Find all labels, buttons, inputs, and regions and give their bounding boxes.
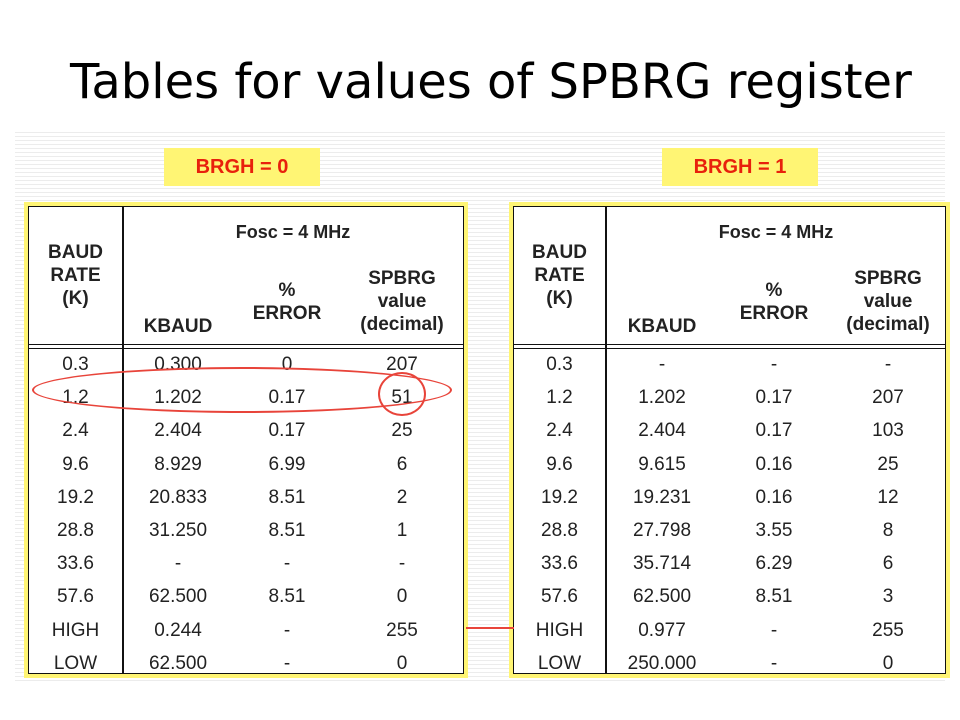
brgh-0-label: BRGH = 0: [164, 148, 320, 186]
connector-line: [466, 627, 514, 629]
brgh-1-label: BRGH = 1: [662, 148, 818, 186]
kbaud-cell: 8.929: [154, 453, 202, 475]
spbrg-cell: 3: [882, 586, 894, 608]
baud-cell: LOW: [537, 652, 582, 674]
baud-cell: 28.8: [57, 520, 94, 541]
slide-title: Tables for values of SPBRG register: [70, 54, 912, 110]
baud-cell: 33.6: [541, 553, 578, 575]
baud-cell: LOW: [53, 652, 98, 674]
error-cell: 0.17: [268, 420, 306, 442]
spbrg-cell: 103: [872, 420, 904, 442]
error-cell: -: [283, 553, 291, 575]
brgh-0-table-frame: BAUD RATE (K) Fosc = 4 MHz KBAUD % ERROR…: [24, 202, 468, 678]
baud-cell: 0.3: [62, 354, 89, 375]
error-cell: -: [770, 652, 778, 674]
brgh-1-table-frame: BAUD RATE (K) Fosc = 4 MHz KBAUD % ERROR…: [509, 202, 950, 678]
spbrg-cell: 6: [396, 453, 408, 475]
error-cell: -: [770, 354, 778, 375]
highlight-ellipse: [32, 367, 452, 413]
kbaud-cell: 1.202: [638, 387, 686, 409]
column-divider: [605, 207, 607, 673]
spbrg-cell: 25: [877, 453, 899, 475]
error-cell: -: [283, 652, 291, 674]
error-cell: 8.51: [755, 586, 793, 608]
fosc-header: Fosc = 4 MHz: [718, 222, 834, 242]
kbaud-cell: 19.231: [632, 486, 692, 508]
kbaud-cell: 35.714: [632, 553, 692, 575]
error-cell: 0.17: [755, 420, 793, 442]
spbrg-cell: 1: [396, 520, 408, 541]
baud-rate-header: BAUD RATE (K): [532, 242, 587, 309]
spbrg-cell: 6: [882, 553, 894, 575]
error-cell: 0.17: [755, 387, 793, 409]
kbaud-cell: 9.615: [638, 453, 686, 475]
error-cell: 0: [281, 354, 293, 375]
fosc-header: Fosc = 4 MHz: [235, 222, 351, 242]
kbaud-cell: 0.977: [638, 619, 686, 641]
error-cell: -: [770, 619, 778, 641]
kbaud-cell: -: [658, 354, 666, 375]
kbaud-cell: 20.833: [148, 486, 208, 508]
spbrg-cell: 207: [386, 354, 418, 375]
header-divider: [29, 344, 463, 349]
baud-cell: 28.8: [541, 520, 578, 541]
kbaud-header: KBAUD: [143, 316, 213, 337]
header-divider: [514, 344, 945, 349]
spbrg-cell: 0: [396, 652, 408, 674]
kbaud-cell: 2.404: [154, 420, 202, 442]
baud-cell: HIGH: [51, 619, 100, 641]
error-cell: 8.51: [268, 486, 306, 508]
baud-cell: 19.2: [57, 486, 94, 508]
kbaud-cell: 62.500: [148, 652, 208, 674]
spbrg-header: SPBRG value (decimal): [846, 268, 930, 335]
error-cell: -: [283, 619, 291, 641]
kbaud-header: KBAUD: [627, 316, 697, 337]
kbaud-cell: 250.000: [627, 652, 697, 674]
brgh-1-table: BAUD RATE (K) Fosc = 4 MHz KBAUD % ERROR…: [513, 206, 946, 674]
baud-cell: 2.4: [546, 420, 573, 442]
baud-cell: 19.2: [541, 486, 578, 508]
error-header: % ERROR: [252, 280, 322, 324]
brgh-0-table: BAUD RATE (K) Fosc = 4 MHz KBAUD % ERROR…: [28, 206, 464, 674]
kbaud-cell: -: [174, 553, 182, 575]
spbrg-cell: 255: [386, 619, 418, 641]
error-cell: 6.29: [755, 553, 793, 575]
spbrg-cell: 0: [882, 652, 894, 674]
error-cell: 0.16: [755, 486, 793, 508]
error-cell: 6.99: [268, 453, 306, 475]
baud-cell: 33.6: [57, 553, 94, 575]
spbrg-header: SPBRG value (decimal): [360, 268, 444, 335]
spbrg-cell: 12: [877, 486, 899, 508]
kbaud-cell: 27.798: [632, 520, 692, 541]
kbaud-cell: 62.500: [632, 586, 692, 608]
spbrg-cell: 8: [882, 520, 894, 541]
baud-cell: 2.4: [62, 420, 89, 442]
error-cell: 0.16: [755, 453, 793, 475]
error-header: % ERROR: [739, 280, 809, 324]
baud-cell: 57.6: [541, 586, 578, 608]
kbaud-cell: 31.250: [148, 520, 208, 541]
baud-cell: HIGH: [535, 619, 584, 641]
kbaud-cell: 0.244: [154, 619, 202, 641]
baud-cell: 0.3: [546, 354, 573, 375]
spbrg-cell: 255: [872, 619, 904, 641]
spbrg-cell: 207: [872, 387, 904, 409]
error-cell: 8.51: [268, 520, 306, 541]
baud-cell: 57.6: [57, 586, 94, 608]
spbrg-cell: 25: [391, 420, 413, 442]
highlight-circle: [378, 372, 426, 416]
spbrg-cell: 2: [396, 486, 408, 508]
baud-rate-header: BAUD RATE (K): [48, 242, 103, 309]
baud-cell: 9.6: [62, 453, 89, 475]
column-divider: [122, 207, 124, 673]
kbaud-cell: 2.404: [638, 420, 686, 442]
baud-cell: 9.6: [546, 453, 573, 475]
baud-cell: 1.2: [546, 387, 573, 409]
spbrg-cell: 0: [396, 586, 408, 608]
spbrg-cell: -: [398, 553, 406, 575]
error-cell: 3.55: [755, 520, 793, 541]
error-cell: 8.51: [268, 586, 306, 608]
kbaud-cell: 62.500: [148, 586, 208, 608]
spbrg-cell: -: [884, 354, 892, 375]
